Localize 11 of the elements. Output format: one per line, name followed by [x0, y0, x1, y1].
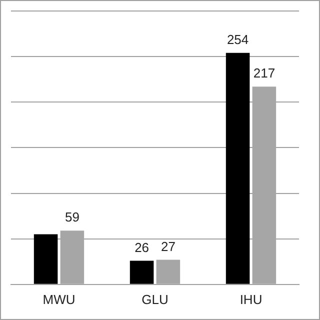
bar — [226, 52, 250, 284]
data-label: 26 — [134, 240, 150, 255]
bar — [34, 234, 58, 284]
data-label: 254 — [226, 32, 249, 47]
x-tick-label: MWU — [42, 292, 76, 307]
bar — [130, 260, 154, 284]
data-label: 27 — [160, 238, 176, 254]
data-label: 59 — [64, 210, 80, 225]
data-label: 217 — [253, 66, 276, 81]
x-tick-label: GLU — [142, 292, 168, 307]
x-tick-label: IHU — [240, 292, 262, 307]
